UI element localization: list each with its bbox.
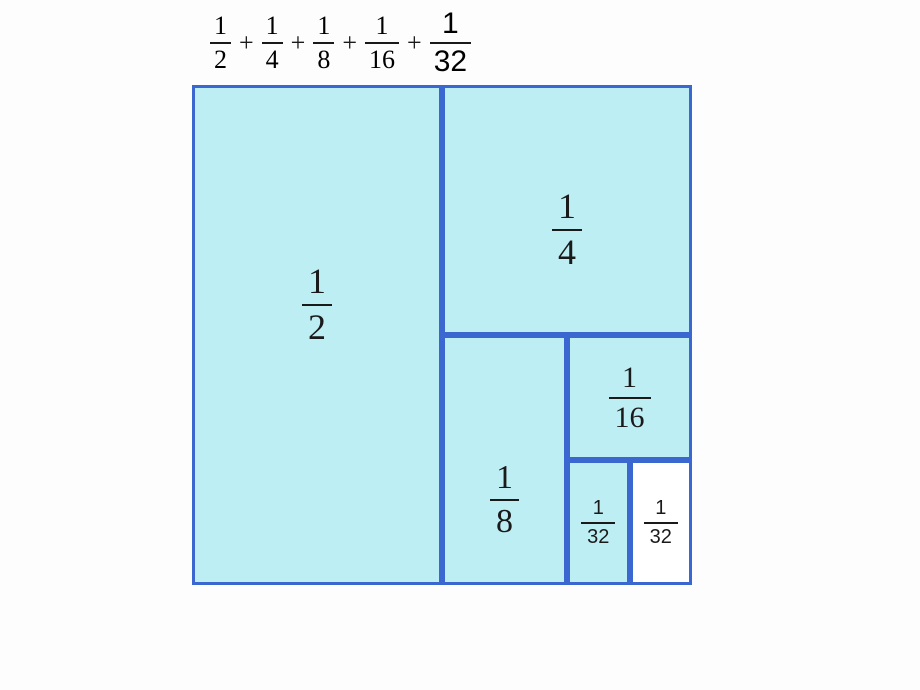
term-1-32: 132 [430,8,471,77]
region-quarter: 14 [442,85,692,335]
term-1-16: 116 [365,12,399,73]
frac-num: 1 [262,12,283,39]
frac-den: 16 [365,46,399,73]
frac-num: 1 [649,498,672,519]
frac-num: 1 [313,12,334,39]
plus-icon: + [237,28,256,58]
frac-num: 1 [587,498,610,519]
frac-num: 1 [210,12,231,39]
region-thirty-second-b: 132 [630,460,693,585]
frac-den: 32 [430,46,471,78]
frac-den: 16 [609,402,651,434]
region-sixteenth: 116 [567,335,692,460]
frac-den: 4 [552,234,582,272]
frac-den: 32 [644,527,678,548]
frac-den: 2 [302,309,332,347]
term-1-8: 18 [313,12,334,73]
region-thirty-second-a: 132 [567,460,630,585]
frac-den: 8 [490,504,519,540]
frac-den: 4 [262,46,283,73]
frac-num: 1 [438,8,463,40]
frac-den: 2 [210,46,231,73]
plus-icon: + [340,28,359,58]
term-1-2: 12 [210,12,231,73]
frac-num: 1 [372,12,393,39]
frac-den: 8 [313,46,334,73]
frac-num: 1 [490,460,519,496]
frac-num: 1 [552,188,582,226]
equation-row: 12 + 14 + 18 + 116 + 132 [210,8,471,77]
plus-icon: + [405,28,424,58]
unit-square: 12 14 18 116 132 132 [192,85,692,585]
frac-den: 32 [581,527,615,548]
region-half: 12 [192,85,442,585]
plus-icon: + [289,28,308,58]
frac-num: 1 [302,263,332,301]
region-eighth: 18 [442,335,567,585]
frac-num: 1 [616,362,643,394]
term-1-4: 14 [262,12,283,73]
